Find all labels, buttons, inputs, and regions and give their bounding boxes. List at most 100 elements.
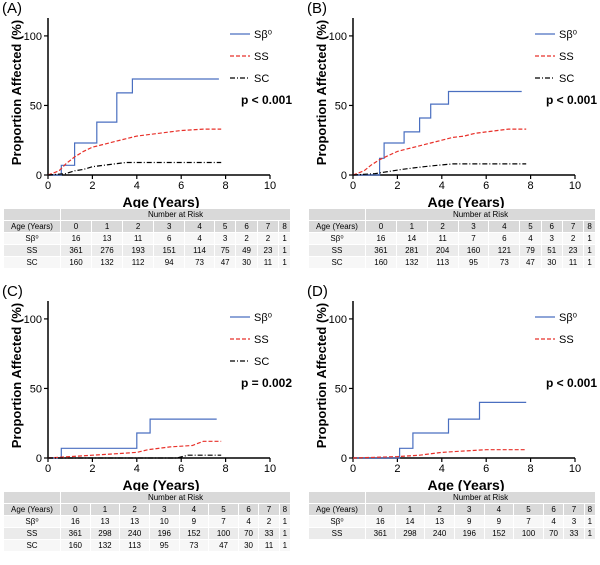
legend-label: SS [254,51,269,63]
table-cell: 13 [424,515,455,528]
table-cell: 2 [561,232,585,245]
table-age-cell: 8 [583,220,596,233]
table-age-cell: 2 [424,503,455,516]
y-axis-label: Proportion Affected (%) [314,303,329,448]
table-age-cell: 3 [453,503,485,516]
table-cell: 1 [278,515,292,528]
table-age-cell: 4 [184,220,215,233]
table-age-cell: 8 [278,220,291,233]
panel-label: (C) [2,283,23,300]
x-axis-label: Age (Years) [427,194,504,210]
table-cell: 94 [153,256,186,269]
table-cell: 160 [59,256,93,269]
legend-label: SC [559,73,574,85]
table-cell: 7 [208,515,239,528]
series-line [47,440,222,459]
table-age-cell: 1 [394,503,426,516]
table-row-label: Sβ⁰ [3,515,61,528]
table-cell: 1 [583,256,596,269]
table-cell: 11 [256,256,280,269]
table-cell: 276 [91,244,124,257]
table-row: SS 361 298 240 196 152 100 70 33 1 [308,527,597,540]
table-cell: 196 [148,527,180,540]
table-age-cell: 2 [122,220,155,233]
p-value-text: p < 0.001 [241,93,292,107]
table-cell: 152 [483,527,515,540]
table-row: Sβ⁰ 16 14 13 9 9 7 4 3 1 [308,515,597,528]
table-row-label: Sβ⁰ [3,232,61,245]
y-tick-label: 100 [24,314,42,326]
y-tick-label: 50 [335,100,347,112]
table-cell: 23 [561,244,585,257]
x-tick-label: 6 [483,180,489,192]
table-cell: 95 [457,256,490,269]
table-row-label: Sβ⁰ [308,232,366,245]
y-tick-label: 50 [30,100,42,112]
table-column-header: Age (Years) [3,503,61,516]
table-cell: 1 [583,232,596,245]
table-cell: 75 [213,244,237,257]
x-tick-label: 6 [178,180,184,192]
table-row-label: SS [308,527,366,540]
x-tick-label: 8 [528,463,534,475]
x-tick-label: 10 [569,180,581,192]
table-cell: 49 [235,244,258,257]
table-cell: 132 [395,256,428,269]
x-tick-label: 0 [350,463,356,475]
table-cell: 132 [91,256,124,269]
table-age-cell: 6 [235,220,258,233]
legend-label: Sβ⁰ [559,312,578,324]
x-tick-label: 4 [439,463,445,475]
table-cell: 73 [488,256,521,269]
table-cell: 6 [488,232,521,245]
table-cell: 1 [278,539,292,552]
table-cell: 4 [237,515,260,528]
panel-label: (D) [307,283,328,300]
table-cell: 204 [426,244,459,257]
table-cell: 70 [237,527,260,540]
table-age-cell: 1 [91,220,124,233]
table-cell: 33 [563,527,585,540]
table-cell: 160 [457,244,490,257]
y-tick-label: 0 [36,453,42,465]
x-tick-label: 10 [264,463,276,475]
table-cell: 196 [453,527,485,540]
table-cell: 4 [184,232,215,245]
y-tick-label: 0 [36,170,42,182]
x-tick-label: 8 [223,180,229,192]
table-cell: 13 [91,232,124,245]
x-tick-label: 0 [350,180,356,192]
table-age-cell: 5 [208,503,239,516]
x-axis-label: Age (Years) [122,477,199,493]
table-age-cell: 6 [542,503,565,516]
p-value-text: p < 0.001 [546,376,597,390]
table-cell: 1 [583,244,596,257]
table-cell: 112 [122,256,155,269]
table-cell: 73 [184,256,215,269]
table-age-cell: 3 [148,503,180,516]
table-cell: 298 [394,527,426,540]
series-line [48,418,217,459]
table-age-cell: 2 [119,503,150,516]
series-line [47,161,222,176]
x-tick-label: 2 [89,180,95,192]
x-tick-label: 2 [394,180,400,192]
x-axis-label: Age (Years) [122,194,199,210]
table-cell: 121 [488,244,521,257]
table-row: Sβ⁰ 16 13 11 6 4 3 2 2 1 [3,232,291,245]
table-cell: 1 [583,515,597,528]
x-tick-label: 6 [483,463,489,475]
series-line [47,128,222,176]
table-age-cell: 3 [153,220,186,233]
table-title: Number at Risk [60,491,291,504]
table-age-cell: 0 [60,503,91,516]
table-age-cell: 0 [365,220,397,233]
table-cell: 2 [235,232,258,245]
table-cell: 114 [184,244,215,257]
table-row: SS 361 298 240 196 152 100 70 33 1 [3,527,292,540]
table-row-label: SS [3,527,61,540]
table-cell: 281 [395,244,428,257]
panel-label: (B) [307,0,327,17]
table-cell: 7 [513,515,544,528]
table-age-cell: 7 [258,503,280,516]
